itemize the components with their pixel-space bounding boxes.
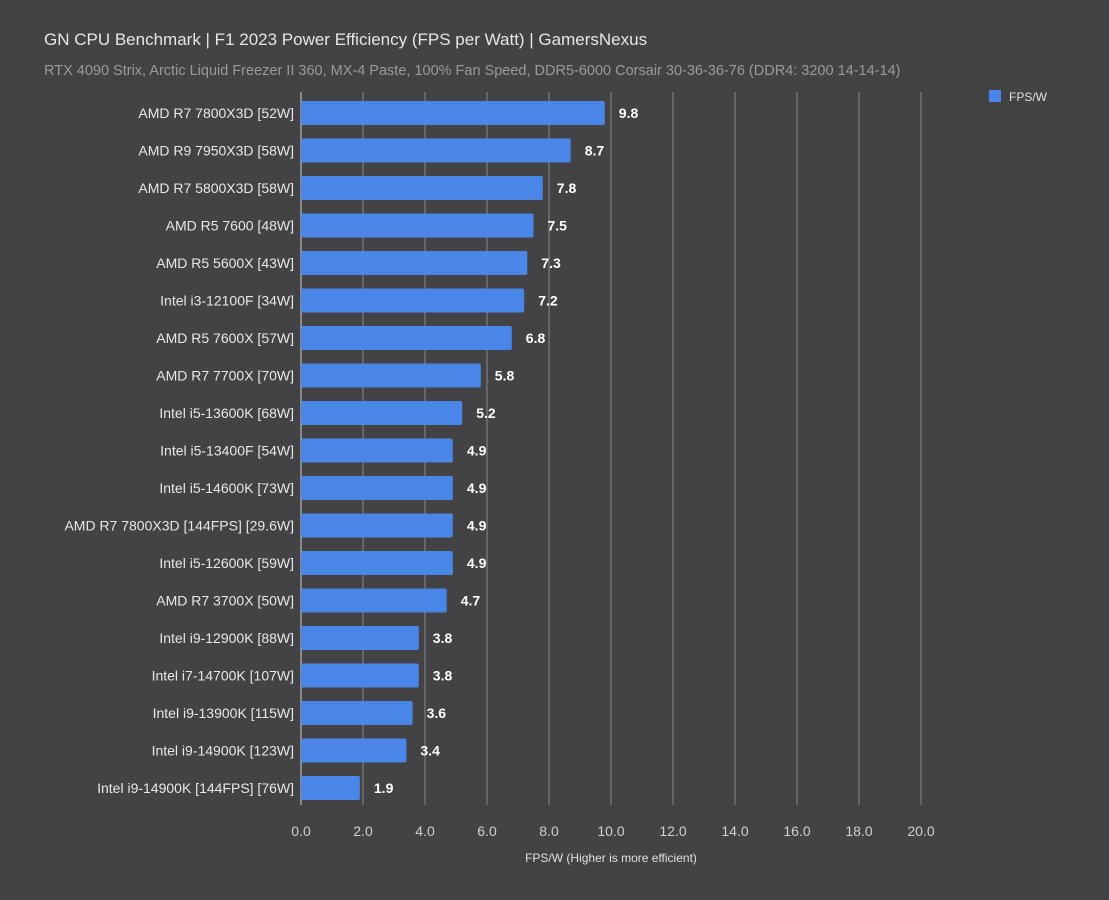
x-tick-label: 16.0: [783, 823, 810, 839]
bar-value-label: 4.9: [467, 480, 487, 496]
bar[interactable]: [301, 626, 419, 650]
bar-value-label: 4.9: [467, 518, 487, 534]
x-tick-label: 20.0: [907, 823, 934, 839]
category-label: AMD R7 7800X3D [52W]: [138, 105, 294, 121]
bar-value-label: 6.8: [526, 330, 546, 346]
x-tick-label: 4.0: [415, 823, 435, 839]
bar-value-label: 4.9: [467, 443, 487, 459]
bar[interactable]: [301, 176, 543, 200]
category-label: AMD R5 7600 [48W]: [166, 218, 294, 234]
bar-value-label: 3.4: [420, 743, 440, 759]
bar-value-label: 7.5: [548, 218, 568, 234]
bar[interactable]: [301, 326, 512, 350]
category-label: Intel i5-12600K [59W]: [159, 555, 294, 571]
x-axis-ticks: 0.0 2.0 4.0 6.0 8.0 10.0 12.0 14.0 16.0 18.0 20.0: [291, 823, 935, 839]
bar[interactable]: [301, 701, 413, 725]
category-label: Intel i5-13400F [54W]: [160, 443, 294, 459]
bars: AMD R7 7800X3D [52W] 9.8 AMD R9 7950X3D [5…: [64, 101, 638, 800]
bar-value-label: 1.9: [374, 780, 394, 796]
chart-subtitle: RTX 4090 Strix, Arctic Liquid Freezer II…: [44, 63, 900, 79]
bar-value-label: 3.6: [427, 705, 447, 721]
bar[interactable]: [301, 438, 453, 463]
bar[interactable]: [301, 288, 525, 313]
category-label: AMD R5 7600X [57W]: [156, 330, 294, 346]
bar[interactable]: [301, 776, 360, 800]
legend[interactable]: FPS/W: [989, 90, 1048, 104]
category-label: Intel i9-12900K [88W]: [159, 630, 294, 646]
x-tick-label: 10.0: [597, 823, 624, 839]
bar-value-label: 3.8: [433, 630, 453, 646]
category-label: AMD R7 3700X [50W]: [156, 593, 294, 609]
category-label: Intel i3-12100F [34W]: [160, 293, 294, 309]
bar-value-label: 7.2: [538, 293, 558, 309]
bar-value-label: 7.3: [541, 255, 561, 271]
bar[interactable]: [301, 588, 447, 613]
bar[interactable]: [301, 551, 453, 575]
x-tick-label: 12.0: [659, 823, 686, 839]
bar-value-label: 3.8: [433, 668, 453, 684]
bar[interactable]: [301, 513, 453, 538]
x-tick-label: 14.0: [721, 823, 748, 839]
x-tick-label: 8.0: [539, 823, 559, 839]
bar-value-label: 4.7: [461, 593, 481, 609]
chart-title: GN CPU Benchmark | F1 2023 Power Efficie…: [44, 30, 647, 49]
bar-value-label: 9.8: [619, 105, 639, 121]
category-label: Intel i5-13600K [68W]: [159, 405, 294, 421]
category-label: Intel i7-14700K [107W]: [152, 668, 294, 684]
bar[interactable]: [301, 101, 605, 125]
category-label: Intel i9-14900K [123W]: [152, 743, 294, 759]
category-label: Intel i9-13900K [115W]: [153, 705, 294, 721]
bar-value-label: 4.9: [467, 555, 487, 571]
category-label: AMD R7 7800X3D [144FPS] [29.6W]: [64, 518, 294, 534]
legend-label: FPS/W: [1009, 90, 1048, 104]
bar[interactable]: [301, 251, 528, 275]
bar[interactable]: [301, 401, 463, 425]
bar-value-label: 7.8: [557, 180, 577, 196]
category-label: AMD R7 5800X3D [58W]: [138, 180, 294, 196]
bar[interactable]: [301, 138, 571, 163]
gridlines: [300, 92, 922, 805]
bar[interactable]: [301, 663, 419, 688]
x-tick-label: 18.0: [845, 823, 872, 839]
x-axis-label: FPS/W (Higher is more efficient): [525, 851, 697, 865]
x-tick-label: 0.0: [291, 823, 311, 839]
bar-value-label: 8.7: [585, 143, 605, 159]
bar-value-label: 5.2: [476, 405, 496, 421]
category-label: AMD R5 5600X [43W]: [156, 255, 294, 271]
category-label: Intel i5-14600K [73W]: [159, 480, 294, 496]
bar[interactable]: [301, 476, 453, 500]
x-tick-label: 2.0: [353, 823, 373, 839]
category-label: AMD R9 7950X3D [58W]: [138, 143, 294, 159]
bar[interactable]: [301, 738, 407, 763]
category-label: Intel i9-14900K [144FPS] [76W]: [97, 780, 294, 796]
x-tick-label: 6.0: [477, 823, 497, 839]
bar[interactable]: [301, 363, 481, 388]
bar-value-label: 5.8: [495, 368, 515, 384]
bar[interactable]: [301, 213, 534, 238]
category-label: AMD R7 7700X [70W]: [156, 368, 294, 384]
legend-swatch: [989, 90, 1001, 102]
